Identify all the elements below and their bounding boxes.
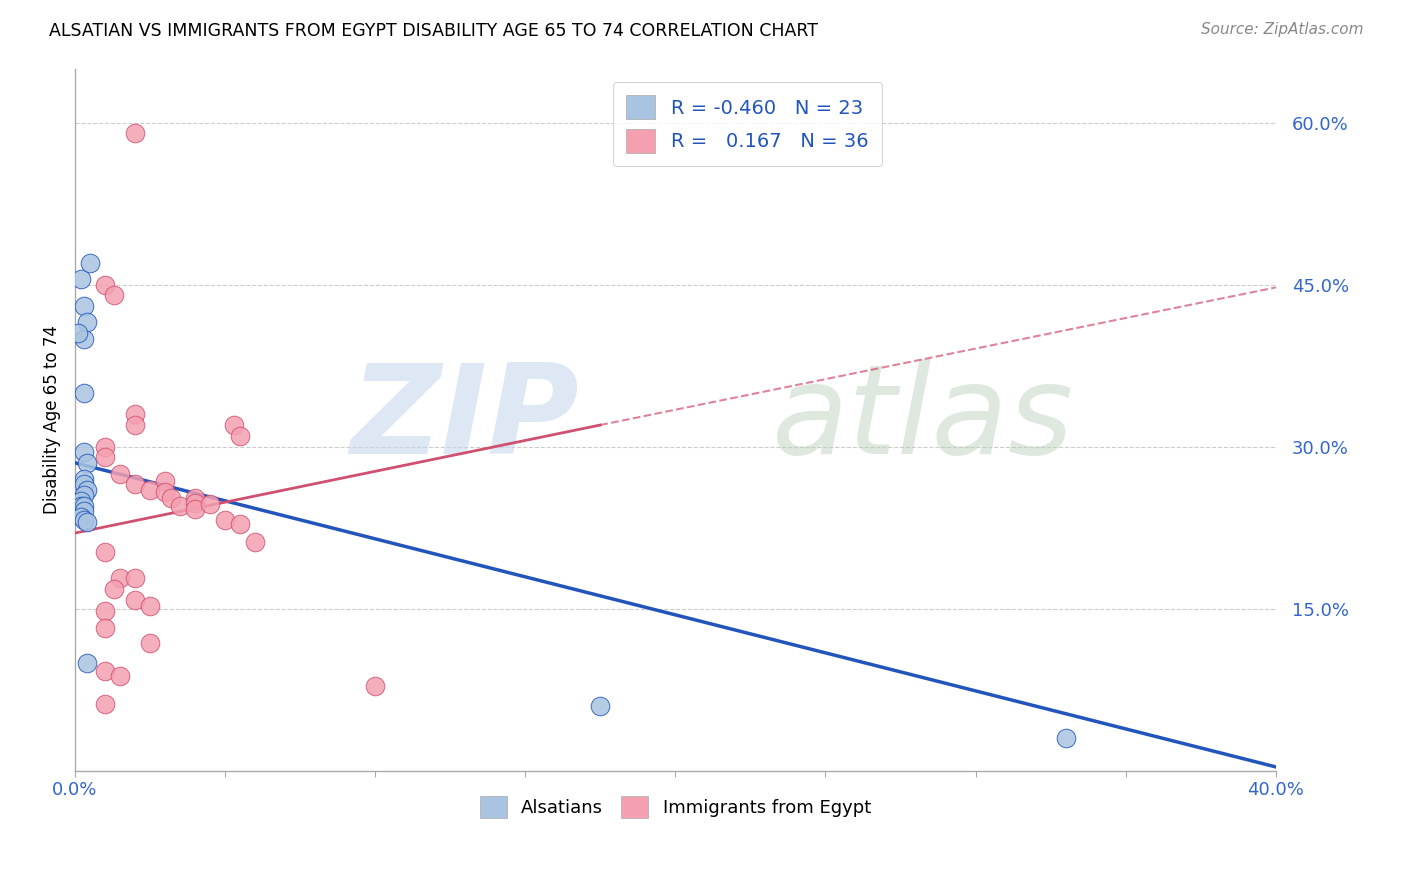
- Point: [94, 450, 117, 465]
- Point: [94, 440, 117, 454]
- Point: [139, 483, 162, 497]
- Point: [160, 491, 183, 506]
- Point: [73, 499, 96, 513]
- Point: [94, 621, 117, 635]
- Point: [108, 571, 131, 585]
- Point: [103, 582, 125, 597]
- Point: [169, 499, 191, 513]
- Point: [70, 272, 93, 286]
- Point: [108, 668, 131, 682]
- Point: [1054, 731, 1077, 746]
- Point: [73, 332, 96, 346]
- Point: [73, 385, 96, 400]
- Point: [94, 604, 117, 618]
- Point: [76, 456, 98, 470]
- Point: [94, 665, 117, 679]
- Point: [124, 417, 146, 432]
- Point: [184, 491, 207, 506]
- Point: [76, 315, 98, 329]
- Point: [139, 599, 162, 614]
- Text: atlas: atlas: [772, 359, 1074, 480]
- Legend: Alsatians, Immigrants from Egypt: Alsatians, Immigrants from Egypt: [472, 789, 879, 825]
- Point: [124, 407, 146, 421]
- Point: [229, 429, 252, 443]
- Point: [70, 493, 93, 508]
- Point: [79, 256, 101, 270]
- Point: [364, 680, 387, 694]
- Point: [76, 483, 98, 497]
- Point: [224, 417, 246, 432]
- Point: [124, 593, 146, 607]
- Point: [73, 488, 96, 502]
- Point: [70, 509, 93, 524]
- Point: [94, 545, 117, 559]
- Point: [184, 496, 207, 510]
- Point: [94, 697, 117, 711]
- Point: [73, 445, 96, 459]
- Point: [73, 299, 96, 313]
- Point: [73, 513, 96, 527]
- Point: [108, 467, 131, 481]
- Point: [589, 698, 612, 713]
- Point: [73, 472, 96, 486]
- Point: [243, 534, 266, 549]
- Text: ZIP: ZIP: [350, 359, 579, 480]
- Point: [139, 636, 162, 650]
- Point: [124, 477, 146, 491]
- Point: [153, 474, 176, 488]
- Y-axis label: Disability Age 65 to 74: Disability Age 65 to 74: [44, 326, 60, 514]
- Point: [73, 504, 96, 518]
- Point: [198, 497, 221, 511]
- Point: [184, 502, 207, 516]
- Point: [153, 485, 176, 500]
- Text: Source: ZipAtlas.com: Source: ZipAtlas.com: [1201, 22, 1364, 37]
- Point: [94, 277, 117, 292]
- Point: [70, 499, 93, 513]
- Point: [66, 326, 89, 341]
- Point: [124, 126, 146, 140]
- Point: [76, 515, 98, 529]
- Point: [229, 517, 252, 532]
- Text: ALSATIAN VS IMMIGRANTS FROM EGYPT DISABILITY AGE 65 TO 74 CORRELATION CHART: ALSATIAN VS IMMIGRANTS FROM EGYPT DISABI…: [49, 22, 818, 40]
- Point: [214, 513, 236, 527]
- Point: [73, 477, 96, 491]
- Point: [124, 571, 146, 585]
- Point: [103, 288, 125, 302]
- Point: [76, 656, 98, 670]
